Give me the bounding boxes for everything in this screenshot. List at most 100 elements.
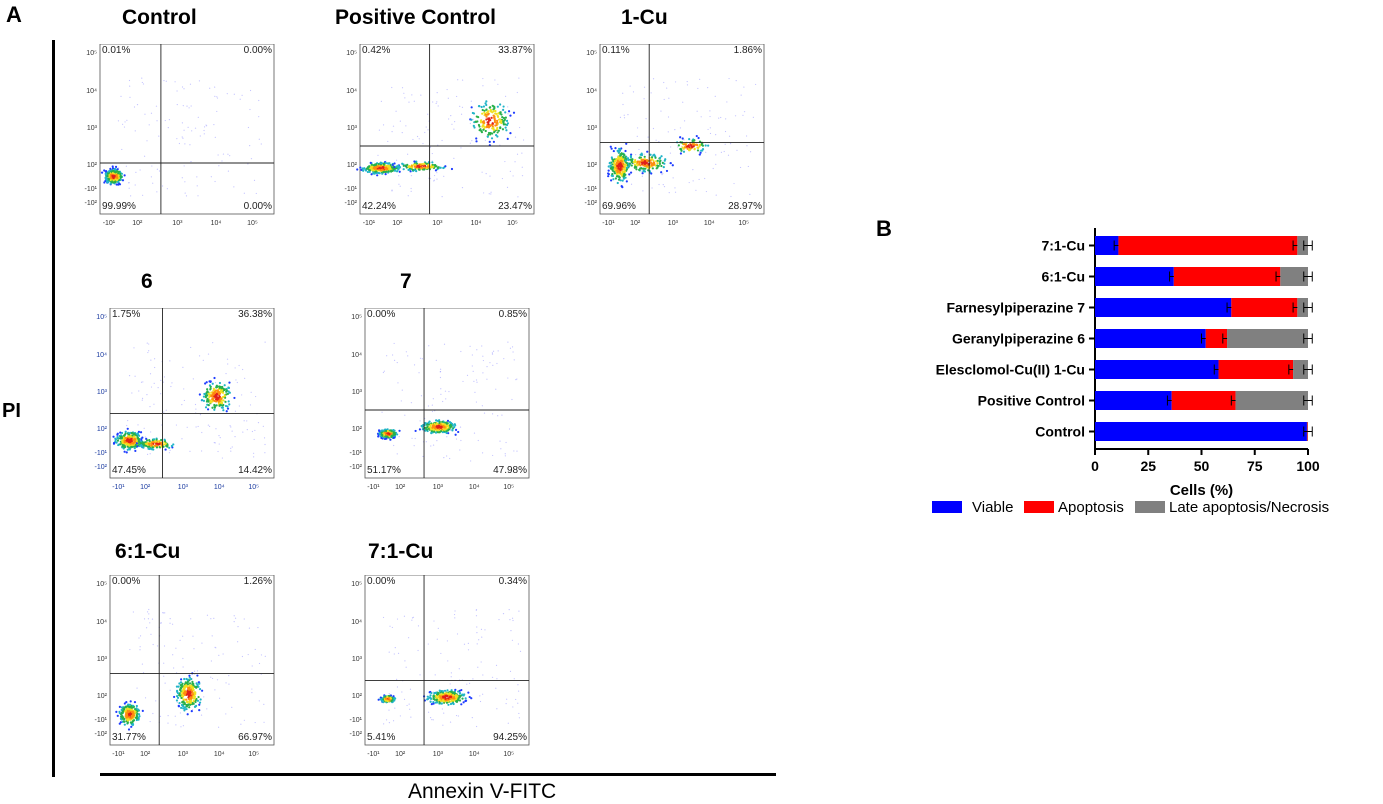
bar-x-axis-title: Cells (%) — [1170, 482, 1233, 499]
facs-y-tick-label: -10² — [350, 731, 362, 738]
facs-x-tick-label: 10⁴ — [471, 220, 482, 227]
facs-y-tick-label: 10³ — [97, 389, 107, 396]
legend-label: Apoptosis — [1058, 499, 1124, 516]
facs-x-tick-label: 10² — [392, 220, 402, 227]
facs-quadrant-ur-percent: 1.86% — [734, 45, 762, 56]
facs-y-tick-label: -10¹ — [95, 450, 107, 457]
facs-y-tick-label: -10¹ — [350, 450, 362, 457]
facs-quadrant-lr-percent: 94.25% — [493, 732, 527, 743]
facs-y-tick-label: 10³ — [587, 125, 597, 132]
facs-x-tick-label: 10⁴ — [211, 220, 222, 227]
facs-x-tick-label: 10² — [132, 220, 142, 227]
y-axis-label: PI — [2, 400, 21, 423]
facs-y-tick-label: 10⁵ — [96, 581, 107, 588]
facs-y-tick-label: 10⁴ — [96, 352, 107, 359]
facs-quadrant-lr-percent: 47.98% — [493, 465, 527, 476]
facs-x-tick-label: 10² — [395, 751, 405, 758]
facs-x-tick-label: -10¹ — [602, 220, 614, 227]
bottom-axis-line — [100, 773, 776, 776]
bar-segment-viable — [1095, 422, 1307, 441]
facs-x-tick-label: 10³ — [178, 484, 188, 491]
facs-x-tick-label: 10⁵ — [507, 220, 518, 227]
bar-segment-viable — [1095, 391, 1172, 410]
facs-quadrant-ur-percent: 0.34% — [499, 576, 527, 587]
facs-quadrant-ul-percent: 0.00% — [367, 576, 395, 587]
facs-plot-frame — [110, 308, 274, 478]
facs-y-tick-label: -10² — [350, 464, 362, 471]
facs-x-tick-label: 10² — [140, 751, 150, 758]
facs-plot-frame — [365, 575, 529, 745]
facs-quadrant-ll-percent: 47.45% — [112, 465, 146, 476]
bar-category-label: 6:1-Cu — [1041, 269, 1085, 285]
facs-quadrant-ll-percent: 99.99% — [102, 201, 136, 212]
bar-category-label: Positive Control — [978, 393, 1085, 409]
facs-y-tick-label: 10³ — [87, 125, 97, 132]
facs-title-positive-control: Positive Control — [335, 6, 496, 30]
facs-plot-frame — [360, 44, 534, 214]
facs-y-tick-label: -10² — [85, 200, 97, 207]
facs-quadrant-lr-percent: 66.97% — [238, 732, 272, 743]
facs-x-tick-label: 10³ — [668, 220, 678, 227]
facs-x-tick-label: 10⁵ — [738, 220, 749, 227]
facs-y-tick-label: 10⁴ — [346, 88, 357, 95]
facs-x-tick-label: -10¹ — [363, 220, 375, 227]
bar-segment-late-apoptosis-necrosis — [1227, 329, 1308, 348]
facs-y-tick-label: -10¹ — [585, 186, 597, 193]
x-axis-label: Annexin V-FITC — [408, 780, 556, 804]
facs-plot-frame — [600, 44, 764, 214]
bar-x-tick-label: 100 — [1296, 458, 1320, 474]
facs-x-tick-label: 10⁴ — [469, 751, 480, 758]
facs-title-1cu: 1-Cu — [621, 6, 668, 30]
facs-y-tick-label: 10² — [352, 426, 362, 433]
facs-y-tick-label: 10³ — [97, 656, 107, 663]
bar-segment-viable — [1095, 267, 1174, 286]
facs-quadrant-lr-percent: 14.42% — [238, 465, 272, 476]
facs-y-tick-label: -10² — [95, 464, 107, 471]
legend-swatch-apoptosis — [1024, 501, 1054, 513]
bar-x-tick-label: 0 — [1091, 458, 1099, 474]
facs-y-tick-label: 10³ — [352, 656, 362, 663]
facs-y-tick-label: 10⁴ — [586, 88, 597, 95]
bar-segment-viable — [1095, 298, 1231, 317]
facs-y-tick-label: 10³ — [347, 125, 357, 132]
facs-x-tick-label: 10⁵ — [248, 751, 259, 758]
facs-x-tick-label: 10⁴ — [214, 751, 225, 758]
left-axis-line — [52, 40, 55, 777]
facs-x-tick-label: 10⁵ — [248, 484, 259, 491]
facs-x-tick-label: -10¹ — [112, 484, 124, 491]
facs-y-tick-label: -10¹ — [350, 717, 362, 724]
legend-label: Viable — [972, 499, 1013, 516]
facs-title-7: 7 — [400, 270, 412, 294]
facs-y-tick-label: -10² — [345, 200, 357, 207]
facs-x-tick-label: -10¹ — [367, 751, 379, 758]
facs-title-7-1cu: 7:1-Cu — [368, 540, 433, 564]
facs-y-tick-label: -10¹ — [85, 186, 97, 193]
facs-quadrant-ur-percent: 36.38% — [238, 309, 272, 320]
facs-quadrant-ll-percent: 42.24% — [362, 201, 396, 212]
facs-y-tick-label: 10⁵ — [86, 50, 97, 57]
legend-label: Late apoptosis/Necrosis — [1169, 499, 1329, 516]
facs-quadrant-ul-percent: 1.75% — [112, 309, 140, 320]
facs-x-tick-label: 10³ — [172, 220, 182, 227]
facs-plot-frame — [365, 308, 529, 478]
facs-quadrant-ul-percent: 0.42% — [362, 45, 390, 56]
facs-y-tick-label: 10² — [97, 693, 107, 700]
facs-x-tick-label: 10⁴ — [704, 220, 715, 227]
facs-y-tick-label: 10² — [347, 162, 357, 169]
facs-y-tick-label: 10⁴ — [351, 619, 362, 626]
facs-y-tick-label: 10⁴ — [96, 619, 107, 626]
bar-segment-viable — [1095, 329, 1206, 348]
facs-quadrant-ll-percent: 5.41% — [367, 732, 395, 743]
bar-x-tick-label: 75 — [1247, 458, 1263, 474]
facs-y-tick-label: 10⁵ — [96, 314, 107, 321]
facs-title-6-1cu: 6:1-Cu — [115, 540, 180, 564]
facs-plot-frame — [100, 44, 274, 214]
facs-quadrant-ur-percent: 1.26% — [244, 576, 272, 587]
facs-quadrant-ll-percent: 51.17% — [367, 465, 401, 476]
